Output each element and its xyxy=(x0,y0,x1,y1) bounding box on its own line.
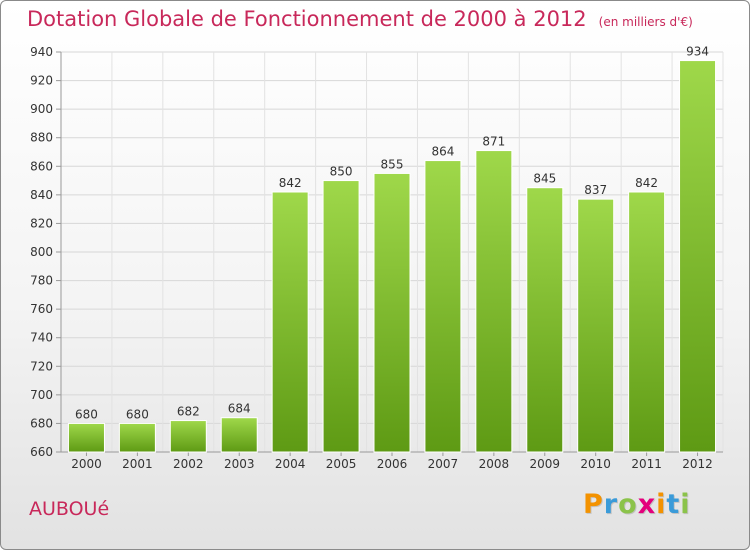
value-label: 934 xyxy=(686,45,709,59)
x-tick-label: 2005 xyxy=(326,457,357,471)
x-tick-label: 2003 xyxy=(224,457,255,471)
commune-name: AUBOUé xyxy=(29,498,110,520)
axis-layer: 660 680 700 720 740 760 780 800 820 840 860 880 900 9… xyxy=(30,45,723,471)
y-tick-label: 720 xyxy=(30,359,53,373)
logo-letter-p: P xyxy=(583,489,604,520)
x-tick-label: 2008 xyxy=(479,457,510,471)
bar xyxy=(373,172,411,453)
value-label: 680 xyxy=(126,407,149,421)
x-tick-label: 2009 xyxy=(529,457,560,471)
y-tick-label: 800 xyxy=(30,245,53,259)
value-label: 680 xyxy=(75,407,98,421)
logo-letter-x: x xyxy=(637,489,657,520)
logo-letter-r: r xyxy=(603,489,619,520)
y-tick-label: 780 xyxy=(30,274,53,288)
x-tick-label: 2001 xyxy=(122,457,153,471)
y-tick-label: 900 xyxy=(30,102,53,116)
value-label: 837 xyxy=(584,183,607,197)
bar xyxy=(67,422,105,453)
y-tick-label: 860 xyxy=(30,159,53,173)
logo-letter-i2: i xyxy=(680,489,691,520)
bar-chart: 660 680 700 720 740 760 780 800 820 840 860 880 900 9… xyxy=(30,45,724,471)
logo-letter-i: i xyxy=(656,489,667,520)
bar xyxy=(118,422,156,453)
logo-letter-t: t xyxy=(666,489,681,520)
x-tick-label: 2007 xyxy=(428,457,459,471)
x-tick-label: 2000 xyxy=(71,457,102,471)
y-tick-label: 940 xyxy=(30,45,53,59)
x-tick-label: 2002 xyxy=(173,457,204,471)
bar xyxy=(169,420,207,453)
value-label: 842 xyxy=(635,176,658,190)
y-tick-label: 760 xyxy=(30,302,53,316)
value-label: 842 xyxy=(279,176,302,190)
y-tick-label: 740 xyxy=(30,331,53,345)
proxiti-logo[interactable]: Proxiti xyxy=(583,489,691,520)
value-label: 682 xyxy=(177,405,200,419)
value-label: 864 xyxy=(431,145,454,159)
bar-layer xyxy=(67,60,717,453)
y-tick-label: 920 xyxy=(30,74,53,88)
value-label: 855 xyxy=(381,157,404,171)
y-tick-label: 840 xyxy=(30,188,53,202)
x-tick-label: 2006 xyxy=(377,457,408,471)
value-label: 850 xyxy=(330,165,353,179)
title-line: Dotation Globale de Fonctionnement de 20… xyxy=(27,7,693,31)
bar xyxy=(220,417,258,453)
bar xyxy=(679,60,717,453)
bar xyxy=(577,198,615,453)
y-tick-label: 700 xyxy=(30,388,53,402)
bar xyxy=(526,187,564,453)
x-tick-label: 2011 xyxy=(631,457,662,471)
x-tick-label: 2010 xyxy=(580,457,611,471)
bar xyxy=(475,150,513,453)
chart-title: Dotation Globale de Fonctionnement de 20… xyxy=(27,7,587,31)
value-label: 845 xyxy=(533,172,556,186)
bar xyxy=(271,191,309,453)
label-layer: 680 680 682 684 842 850 855 864 871 845 837 842 934 xyxy=(75,45,709,422)
y-tick-label: 880 xyxy=(30,131,53,145)
value-label: 684 xyxy=(228,402,251,416)
logo-letter-o: o xyxy=(618,489,638,520)
bar xyxy=(628,191,666,453)
y-tick-label: 820 xyxy=(30,216,53,230)
x-tick-label: 2004 xyxy=(275,457,306,471)
bar xyxy=(424,160,462,453)
chart-unit: (en milliers d'€) xyxy=(598,15,693,29)
x-tick-label: 2012 xyxy=(682,457,713,471)
y-tick-label: 680 xyxy=(30,416,53,430)
y-tick-label: 660 xyxy=(30,445,53,459)
value-label: 871 xyxy=(482,135,505,149)
bar xyxy=(322,180,360,453)
